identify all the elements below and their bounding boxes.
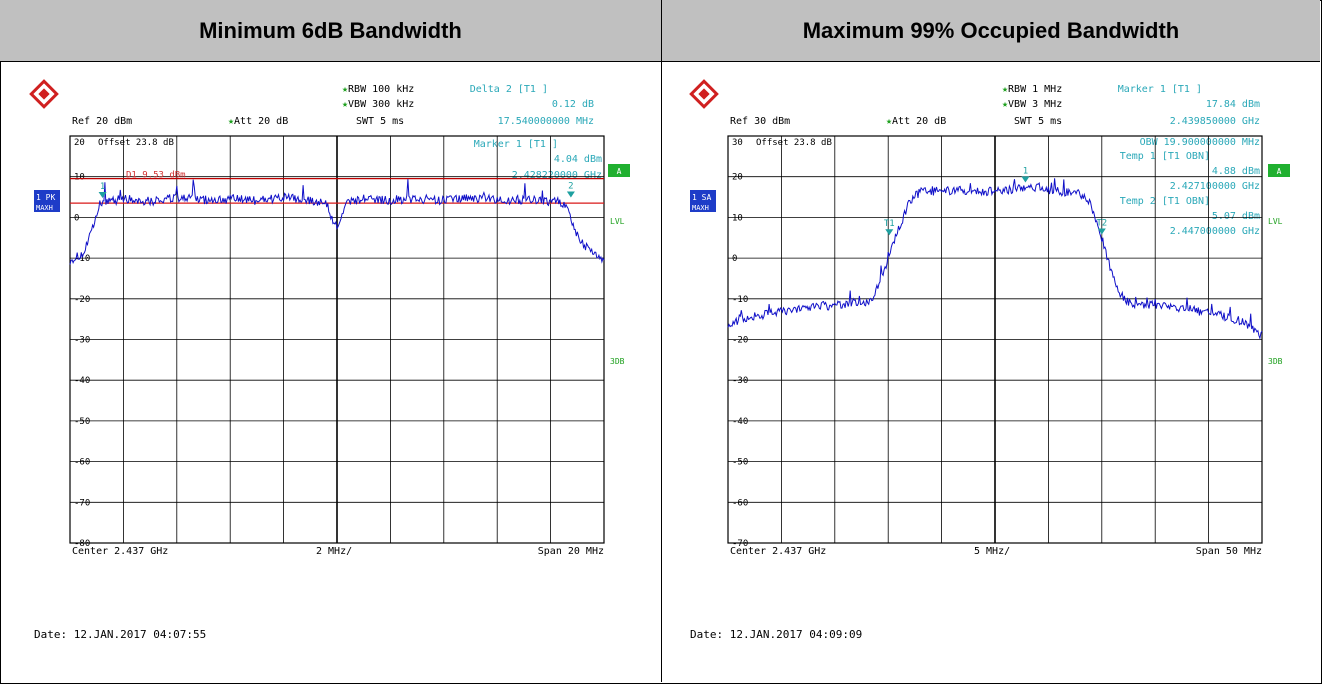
marker-triangle — [98, 191, 107, 198]
side-3db-label: 3DB — [1268, 357, 1283, 366]
marker-label: 1 — [1023, 166, 1028, 176]
marker-triangle — [1021, 176, 1030, 183]
marker-info-line: 2.447000000 GHz — [1170, 226, 1260, 237]
left-plot-area: 20 10 0 -10 -20 -30 -40 -50 -60 -70 -80 Offset 23.8… — [69, 135, 605, 549]
marker-info-line: Marker 1 [T1 ] — [474, 139, 558, 150]
rbw-setting: ★RBW 1 MHz — [1002, 84, 1062, 95]
rbw-setting: ★RBW 100 kHz — [342, 84, 414, 95]
y-tick-label: -40 — [732, 417, 748, 427]
marker-triangle — [885, 229, 894, 236]
side-lvl-label: LVL — [1268, 217, 1283, 226]
marker-info-line: 2.428220000 GHz — [512, 170, 602, 181]
rs-logo-icon — [29, 79, 59, 109]
left-panel-title: Minimum 6dB Bandwidth — [0, 0, 661, 62]
marker-info-line: OBW 19.900000000 MHz — [1140, 137, 1260, 148]
marker-info-line: Temp 2 [T1 OBN] — [1120, 196, 1210, 207]
center-frequency: Center 2.437 GHz — [730, 546, 826, 557]
y-tick-label: -40 — [74, 376, 90, 386]
trace-label: 1 SA — [692, 193, 711, 202]
plot-border — [69, 135, 605, 544]
marker-info-line: 2.439850000 GHz — [1170, 116, 1260, 127]
attenuation: ★Att 20 dB — [228, 116, 288, 127]
right-analyzer-screen: ★RBW 1 MHz ★VBW 3 MHz Ref 30 dBm ★Att 20… — [689, 79, 1290, 641]
capture-date: Date: 12.JAN.2017 04:07:55 — [34, 628, 206, 641]
attenuation: ★Att 20 dB — [886, 116, 946, 127]
rs-logo-icon — [689, 79, 719, 109]
marker-info-line: 2.427100000 GHz — [1170, 181, 1260, 192]
y-tick-label: -20 — [74, 295, 90, 305]
right-panel-title: Maximum 99% Occupied Bandwidth — [662, 0, 1320, 62]
capture-date: Date: 12.JAN.2017 04:09:09 — [690, 628, 862, 641]
side-a-label: A — [1277, 167, 1282, 176]
y-tick-label: -10 — [74, 254, 90, 264]
trace-mode: MAXH — [692, 204, 709, 212]
y-tick-label: 20 — [732, 173, 743, 183]
trace-line — [69, 179, 605, 265]
marker-info-line: Temp 1 [T1 OBN] — [1120, 151, 1210, 162]
marker-label: 2 — [568, 181, 573, 191]
y-tick-label: -10 — [732, 295, 748, 305]
marker-info-line: Delta 2 [T1 ] — [470, 84, 548, 95]
d1-label: D1 9.53 dBm — [126, 171, 186, 181]
y-tick-label: -70 — [74, 498, 90, 508]
right-column: Maximum 99% Occupied Bandwidth ★RBW 1 MH… — [662, 0, 1320, 682]
marker-triangle — [566, 191, 575, 198]
left-marker-info: Delta 2 [T1 ] 0.12 dB 17.540000000 MHz M… — [470, 84, 602, 181]
y-tick-label: -30 — [732, 376, 748, 386]
side-a-badge — [608, 164, 630, 177]
left-analyzer-screen: ★RBW 100 kHz ★VBW 300 kHz Ref 20 dBm ★At… — [29, 79, 630, 641]
y-tick-label: 10 — [732, 213, 743, 223]
center-frequency: Center 2.437 GHz — [72, 546, 168, 557]
offset-label: Offset 23.8 dB — [98, 138, 174, 148]
ref-level: Ref 30 dBm — [730, 116, 790, 127]
span-label: Span 20 MHz — [538, 546, 604, 557]
trace-line — [727, 178, 1263, 341]
marker-info-line: 17.540000000 MHz — [498, 116, 594, 127]
marker-info-line: 5.07 dBm — [1212, 211, 1260, 222]
y-tick-label: -60 — [732, 498, 748, 508]
left-column: Minimum 6dB Bandwidth ★RBW 100 kHz ★VBW … — [0, 0, 662, 682]
side-a-badge — [1268, 164, 1290, 177]
vbw-setting: ★VBW 3 MHz — [1002, 99, 1062, 110]
marker-info-line: 0.12 dB — [552, 99, 594, 110]
y-tick-label: 30 — [732, 138, 743, 148]
trace-mode: MAXH — [36, 204, 53, 212]
y-tick-label: -60 — [74, 458, 90, 468]
right-marker-info: Marker 1 [T1 ] 17.84 dBm 2.439850000 GHz… — [1118, 84, 1260, 237]
sweep-time: SWT 5 ms — [356, 116, 404, 127]
vbw-setting: ★VBW 300 kHz — [342, 99, 414, 110]
trace-label: 1 PK — [36, 193, 55, 202]
side-lvl-label: LVL — [610, 217, 625, 226]
y-tick-label: 20 — [74, 138, 85, 148]
y-tick-label: -50 — [732, 458, 748, 468]
plot-border — [727, 135, 1263, 544]
marker-triangle — [1097, 228, 1106, 235]
side-a-label: A — [617, 167, 622, 176]
right-plot-area: 30 20 10 0 -10 -20 -30 -40 -50 -60 -70 Offset 23.8 … — [727, 135, 1263, 549]
trace-badge — [34, 190, 60, 212]
offset-label: Offset 23.8 dB — [756, 138, 832, 148]
marker-info-line: 17.84 dBm — [1206, 99, 1260, 110]
marker-info-line: Marker 1 [T1 ] — [1118, 84, 1202, 95]
side-3db-label: 3DB — [610, 357, 625, 366]
y-tick-label: 10 — [74, 173, 85, 183]
marker-label: 1 — [100, 182, 105, 192]
marker-label: T2 — [1096, 218, 1107, 228]
marker-info-line: 4.04 dBm — [554, 154, 602, 165]
y-tick-label: 0 — [74, 213, 79, 223]
span-label: Span 50 MHz — [1196, 546, 1262, 557]
y-tick-label: -30 — [74, 336, 90, 346]
y-tick-label: -20 — [732, 336, 748, 346]
sweep-time: SWT 5 ms — [1014, 116, 1062, 127]
ref-level: Ref 20 dBm — [72, 116, 132, 127]
division-label: 5 MHz/ — [974, 546, 1010, 557]
marker-info-line: 4.88 dBm — [1212, 166, 1260, 177]
y-tick-label: 0 — [732, 254, 737, 264]
y-tick-label: -50 — [74, 417, 90, 427]
trace-badge — [690, 190, 716, 212]
y-tick-label: -80 — [74, 539, 90, 549]
y-tick-label: -70 — [732, 539, 748, 549]
division-label: 2 MHz/ — [316, 546, 352, 557]
marker-label: T1 — [884, 219, 895, 229]
